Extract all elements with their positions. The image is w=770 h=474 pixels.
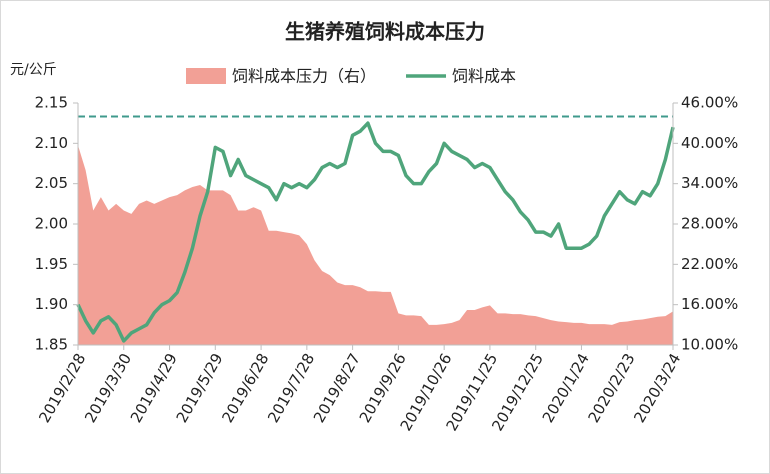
y2-tick-label: 16.00% — [681, 295, 738, 313]
y-tick-label: 2.15 — [35, 94, 68, 112]
y2-tick-label: 22.00% — [681, 255, 738, 273]
legend-label: 饲料成本压力（右） — [232, 67, 376, 86]
y-tick-label: 2.00 — [35, 215, 68, 233]
y-tick-label: 2.10 — [35, 134, 68, 152]
y-tick-label: 1.95 — [35, 255, 68, 273]
y-tick-label: 2.05 — [35, 174, 68, 192]
y2-tick-label: 28.00% — [681, 215, 738, 233]
y2-tick-label: 10.00% — [681, 336, 738, 354]
y2-tick-label: 46.00% — [681, 94, 738, 112]
chart-title: 生猪养殖饲料成本压力 — [285, 20, 485, 44]
y-tick-label: 1.90 — [35, 295, 68, 313]
y2-tick-label: 40.00% — [681, 134, 738, 152]
y-axis-label: 元/公斤 — [10, 62, 57, 78]
y-tick-label: 1.85 — [35, 336, 68, 354]
legend-swatch — [186, 68, 226, 84]
y2-tick-label: 34.00% — [681, 174, 738, 192]
area — [78, 145, 673, 345]
legend-label: 饲料成本 — [452, 67, 516, 86]
line — [76, 121, 675, 343]
